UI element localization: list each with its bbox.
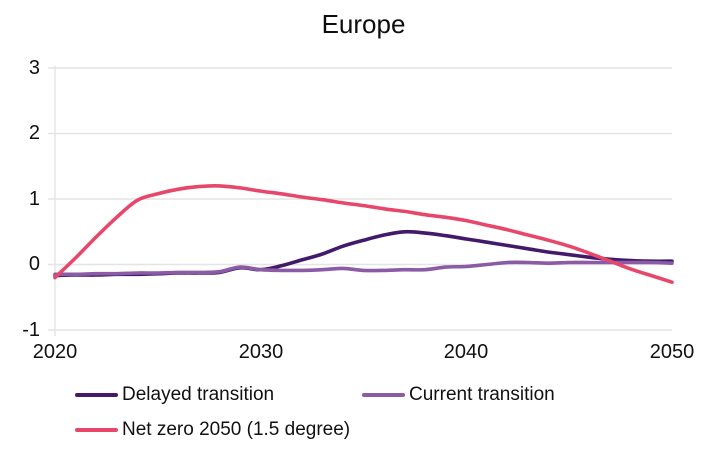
y-axis-tick-label: 1 <box>28 188 40 210</box>
legend-swatch-delayed-transition <box>75 393 118 397</box>
x-axis-tick-label: 2030 <box>238 341 284 363</box>
x-axis-tick-label: 2050 <box>649 341 695 363</box>
x-axis-tick-label: 2040 <box>443 341 489 363</box>
legend-label: Delayed transition <box>122 384 275 405</box>
y-axis-tick-label: -1 <box>22 319 40 341</box>
series-line-net-zero-2050-1-5-degree- <box>53 184 674 284</box>
chart-title: Europe <box>321 9 406 39</box>
legend-swatch-net-zero-2050 <box>75 428 118 432</box>
y-axis-tick-label: 2 <box>28 122 40 144</box>
legend-item-net-zero-2050: Net zero 2050 (1.5 degree) <box>75 418 350 442</box>
legend-item-delayed-transition: Delayed transition <box>75 383 274 407</box>
legend-label: Net zero 2050 (1.5 degree) <box>122 419 351 440</box>
y-axis-tick-label: 3 <box>28 57 40 79</box>
legend-label: Current transition <box>409 384 555 405</box>
series-line-current-transition <box>53 260 674 277</box>
y-axis-tick-label: 0 <box>28 253 40 275</box>
legend-item-current-transition: Current transition <box>362 383 555 407</box>
legend-swatch-current-transition <box>362 393 405 397</box>
x-axis-tick-label: 2020 <box>32 341 78 363</box>
